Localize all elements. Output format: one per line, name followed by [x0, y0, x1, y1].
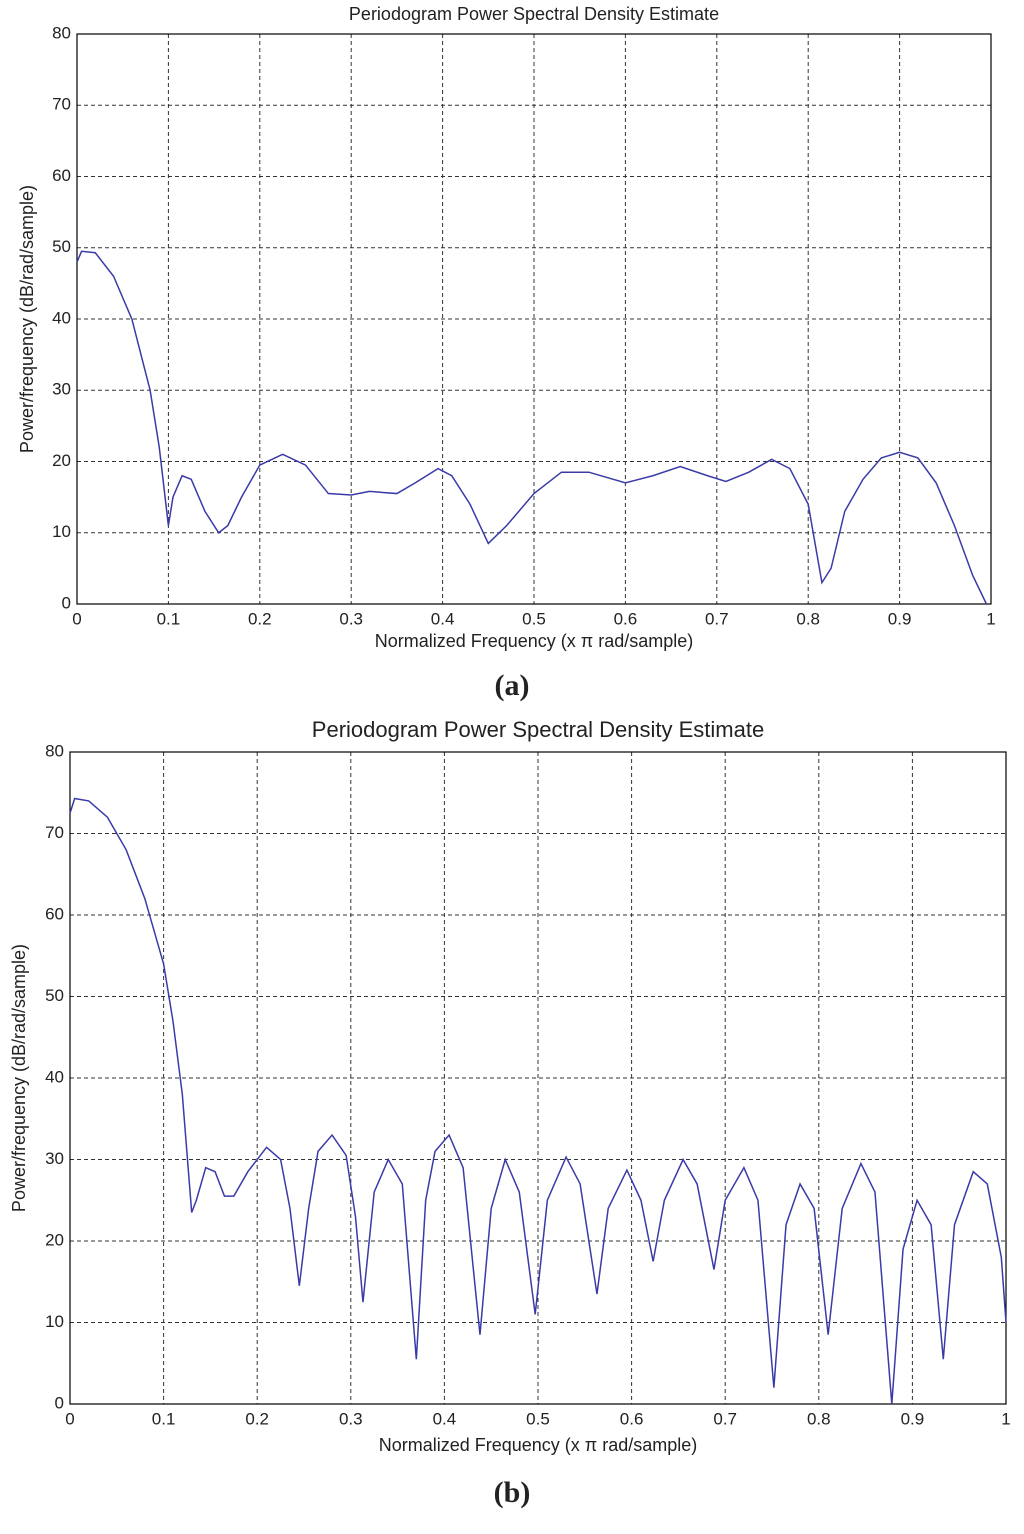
- x-tick-label: 0.4: [433, 1409, 457, 1428]
- x-tick-label: 0.2: [245, 1409, 269, 1428]
- y-tick-label: 20: [52, 451, 71, 470]
- y-tick-label: 80: [45, 741, 64, 760]
- chart-title: Periodogram Power Spectral Density Estim…: [312, 717, 764, 742]
- y-tick-label: 0: [62, 593, 71, 612]
- axes-frame: [76, 33, 992, 605]
- x-axis-label: Normalized Frequency (x π rad/sample): [379, 1435, 698, 1455]
- x-tick-label: 0.8: [807, 1409, 831, 1428]
- y-tick-label: 10: [52, 522, 71, 541]
- data-line: [76, 250, 988, 605]
- data-line: [69, 797, 1007, 1405]
- axes-frame: [69, 751, 1007, 1405]
- x-tick-label: 0.9: [888, 609, 912, 628]
- x-tick-label: 0.4: [431, 609, 455, 628]
- x-tick-label: 0.3: [339, 609, 363, 628]
- caption: (a): [495, 669, 530, 702]
- x-axis-label: Normalized Frequency (x π rad/sample): [375, 631, 694, 651]
- x-tick-label: 0.2: [248, 609, 272, 628]
- y-tick-label: 70: [52, 95, 71, 114]
- x-tick-label: 1: [1001, 1409, 1010, 1428]
- x-tick-label: 0.1: [152, 1409, 176, 1428]
- y-tick-label: 70: [45, 823, 64, 842]
- y-tick-label: 50: [45, 986, 64, 1005]
- x-tick-label: 0.6: [614, 609, 638, 628]
- caption: (b): [494, 1476, 531, 1509]
- y-tick-label: 20: [45, 1230, 64, 1249]
- x-tick-label: 0.5: [526, 1409, 550, 1428]
- y-axis-label: Power/frequency (dB/rad/sample): [17, 185, 37, 453]
- x-tick-label: 0.9: [901, 1409, 925, 1428]
- y-tick-label: 30: [45, 1149, 64, 1168]
- x-tick-label: 0: [65, 1409, 74, 1428]
- x-tick-label: 0.7: [705, 609, 729, 628]
- x-tick-label: 1: [986, 609, 995, 628]
- y-tick-label: 10: [45, 1312, 64, 1331]
- x-tick-label: 0.7: [713, 1409, 737, 1428]
- y-tick-label: 60: [45, 904, 64, 923]
- y-tick-label: 60: [52, 166, 71, 185]
- y-tick-label: 40: [45, 1067, 64, 1086]
- y-tick-label: 80: [52, 23, 71, 42]
- x-tick-label: 0.8: [796, 609, 820, 628]
- x-tick-label: 0.6: [620, 1409, 644, 1428]
- chart-title: Periodogram Power Spectral Density Estim…: [349, 4, 719, 24]
- x-tick-label: 0.1: [157, 609, 181, 628]
- y-tick-label: 30: [52, 380, 71, 399]
- x-tick-label: 0.3: [339, 1409, 363, 1428]
- y-axis-label: Power/frequency (dB/rad/sample): [9, 944, 29, 1212]
- x-tick-label: 0: [72, 609, 81, 628]
- x-tick-label: 0.5: [522, 609, 546, 628]
- y-tick-label: 40: [52, 308, 71, 327]
- y-tick-label: 50: [52, 237, 71, 256]
- y-tick-label: 0: [55, 1393, 64, 1412]
